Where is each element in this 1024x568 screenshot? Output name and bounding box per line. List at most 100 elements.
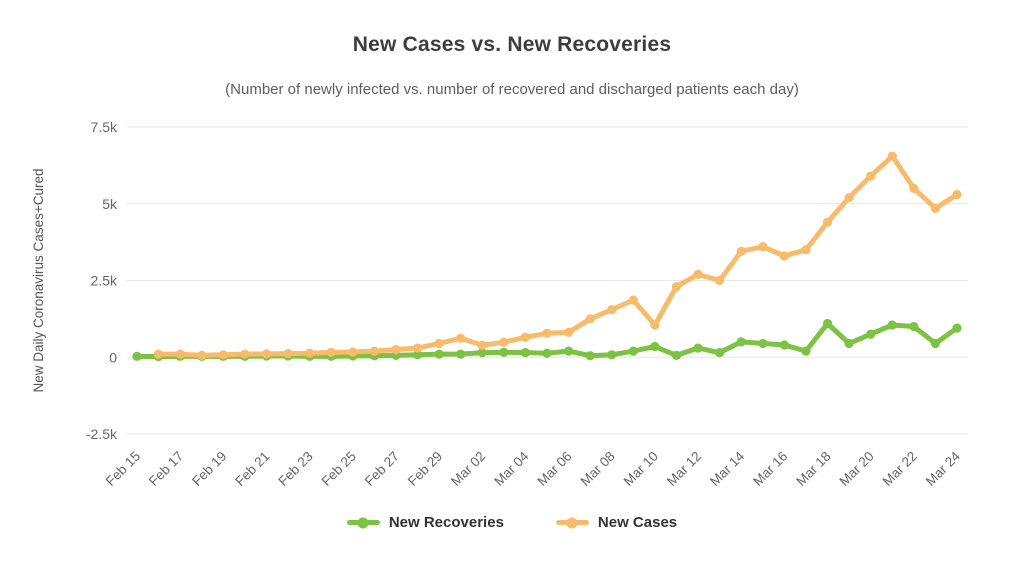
data-point-new-recoveries[interactable]	[542, 348, 552, 358]
x-axis-tick-label: Mar 06	[534, 449, 574, 489]
data-point-new-cases[interactable]	[801, 245, 811, 255]
x-axis-tick-label: Feb 15	[103, 449, 143, 489]
data-point-new-cases[interactable]	[585, 314, 595, 324]
legend-marker-new-cases-icon	[555, 517, 589, 528]
data-point-new-cases[interactable]	[952, 189, 962, 200]
x-axis-tick-label: Mar 14	[707, 448, 748, 489]
data-point-new-cases[interactable]	[628, 295, 638, 305]
data-point-new-cases[interactable]	[477, 340, 487, 350]
data-point-new-cases[interactable]	[240, 349, 250, 359]
data-point-new-cases[interactable]	[175, 349, 185, 359]
data-point-new-cases[interactable]	[844, 193, 854, 203]
data-point-new-cases[interactable]	[218, 350, 228, 360]
x-axis-tick-label: Feb 25	[319, 449, 359, 489]
data-point-new-cases[interactable]	[391, 344, 401, 355]
data-point-new-cases[interactable]	[542, 328, 552, 338]
chart-title: New Cases vs. New Recoveries	[352, 33, 672, 56]
y-axis-tick-label: 7.5k	[91, 119, 118, 135]
x-axis-tick-label: Mar 12	[664, 449, 704, 489]
x-axis-tick-label: Feb 19	[189, 449, 229, 489]
data-point-new-recoveries[interactable]	[520, 348, 531, 358]
data-point-new-recoveries[interactable]	[822, 318, 833, 329]
x-axis-tick-label: Feb 23	[275, 449, 315, 489]
data-point-new-cases[interactable]	[348, 347, 358, 357]
data-point-new-cases[interactable]	[261, 349, 272, 359]
data-point-new-cases[interactable]	[758, 242, 768, 252]
data-point-new-cases[interactable]	[499, 337, 509, 347]
x-axis-tick-label: Mar 20	[836, 449, 876, 489]
data-point-new-cases[interactable]	[520, 332, 531, 342]
data-point-new-cases[interactable]	[153, 349, 164, 359]
x-axis-tick-label: Mar 08	[578, 449, 618, 489]
y-axis-title: New Daily Coronavirus Cases+Cured	[31, 169, 46, 393]
legend: New Recoveries New Cases	[0, 514, 1024, 531]
y-axis-tick-label: -2.5k	[86, 426, 118, 442]
data-point-new-cases[interactable]	[736, 246, 746, 256]
data-point-new-recoveries[interactable]	[456, 349, 466, 359]
x-axis-tick-label: Mar 18	[793, 449, 833, 489]
legend-item-new-recoveries[interactable]: New Recoveries	[346, 514, 504, 531]
data-point-new-recoveries[interactable]	[434, 349, 444, 359]
data-point-new-recoveries[interactable]	[412, 350, 423, 360]
data-point-new-recoveries[interactable]	[736, 337, 746, 347]
data-point-new-recoveries[interactable]	[887, 320, 897, 330]
data-point-new-cases[interactable]	[326, 347, 336, 357]
data-point-new-cases[interactable]	[283, 348, 293, 359]
legend-label-new-cases: New Cases	[597, 514, 678, 531]
data-point-new-recoveries[interactable]	[779, 340, 789, 350]
chart-subtitle: (Number of newly infected vs. number of …	[225, 81, 799, 98]
data-point-new-recoveries[interactable]	[930, 338, 941, 349]
data-point-new-cases[interactable]	[715, 275, 725, 286]
x-axis-tick-label: Mar 22	[880, 449, 920, 489]
data-point-new-cases[interactable]	[412, 343, 423, 353]
data-point-new-cases[interactable]	[563, 327, 574, 337]
data-point-new-recoveries[interactable]	[952, 323, 962, 333]
x-axis-tick-label: Feb 27	[362, 449, 402, 489]
data-point-new-cases[interactable]	[650, 320, 660, 330]
data-point-new-cases[interactable]	[671, 282, 682, 292]
y-axis-tick-label: 0	[109, 349, 117, 365]
data-point-new-recoveries[interactable]	[801, 346, 811, 356]
x-axis-tick-label: Feb 29	[405, 449, 445, 489]
legend-marker-new-recoveries-icon	[346, 517, 380, 528]
data-point-new-recoveries[interactable]	[758, 338, 768, 349]
data-point-new-cases[interactable]	[887, 151, 897, 161]
y-axis-tick-label: 5k	[102, 196, 118, 212]
data-point-new-cases[interactable]	[305, 348, 315, 358]
x-axis-tick-label: Feb 17	[146, 449, 186, 489]
data-point-new-recoveries[interactable]	[628, 346, 638, 356]
data-point-new-recoveries[interactable]	[585, 351, 595, 361]
data-point-new-cases[interactable]	[866, 171, 876, 181]
data-point-new-recoveries[interactable]	[909, 321, 919, 332]
data-point-new-cases[interactable]	[909, 183, 919, 193]
data-point-new-recoveries[interactable]	[477, 348, 487, 358]
data-point-new-cases[interactable]	[369, 346, 379, 356]
data-point-new-recoveries[interactable]	[866, 329, 876, 339]
x-axis-tick-label: Mar 10	[621, 449, 661, 489]
data-point-new-recoveries[interactable]	[844, 338, 854, 349]
data-point-new-recoveries[interactable]	[132, 351, 142, 361]
data-point-new-cases[interactable]	[779, 251, 789, 261]
data-point-new-cases[interactable]	[434, 338, 444, 349]
data-point-new-recoveries[interactable]	[671, 350, 682, 361]
data-point-new-cases[interactable]	[693, 269, 703, 279]
data-point-new-recoveries[interactable]	[650, 341, 660, 352]
data-point-new-cases[interactable]	[822, 217, 833, 227]
data-point-new-cases[interactable]	[456, 333, 466, 343]
legend-label-new-recoveries: New Recoveries	[388, 514, 504, 531]
data-point-new-recoveries[interactable]	[607, 350, 617, 360]
data-point-new-cases[interactable]	[607, 305, 617, 315]
legend-item-new-cases[interactable]: New Cases	[555, 514, 678, 531]
data-point-new-recoveries[interactable]	[693, 343, 703, 353]
x-axis-tick-label: Mar 16	[750, 449, 790, 489]
y-axis-tick-label: 2.5k	[91, 273, 118, 289]
data-point-new-recoveries[interactable]	[499, 347, 509, 357]
x-axis-tick-label: Mar 04	[491, 448, 532, 489]
data-point-new-recoveries[interactable]	[715, 348, 725, 358]
x-axis-tick-label: Mar 02	[448, 449, 488, 489]
data-point-new-cases[interactable]	[197, 350, 207, 361]
data-point-new-recoveries[interactable]	[563, 346, 574, 356]
data-point-new-cases[interactable]	[930, 203, 941, 213]
series-line-new-cases	[156, 153, 960, 358]
